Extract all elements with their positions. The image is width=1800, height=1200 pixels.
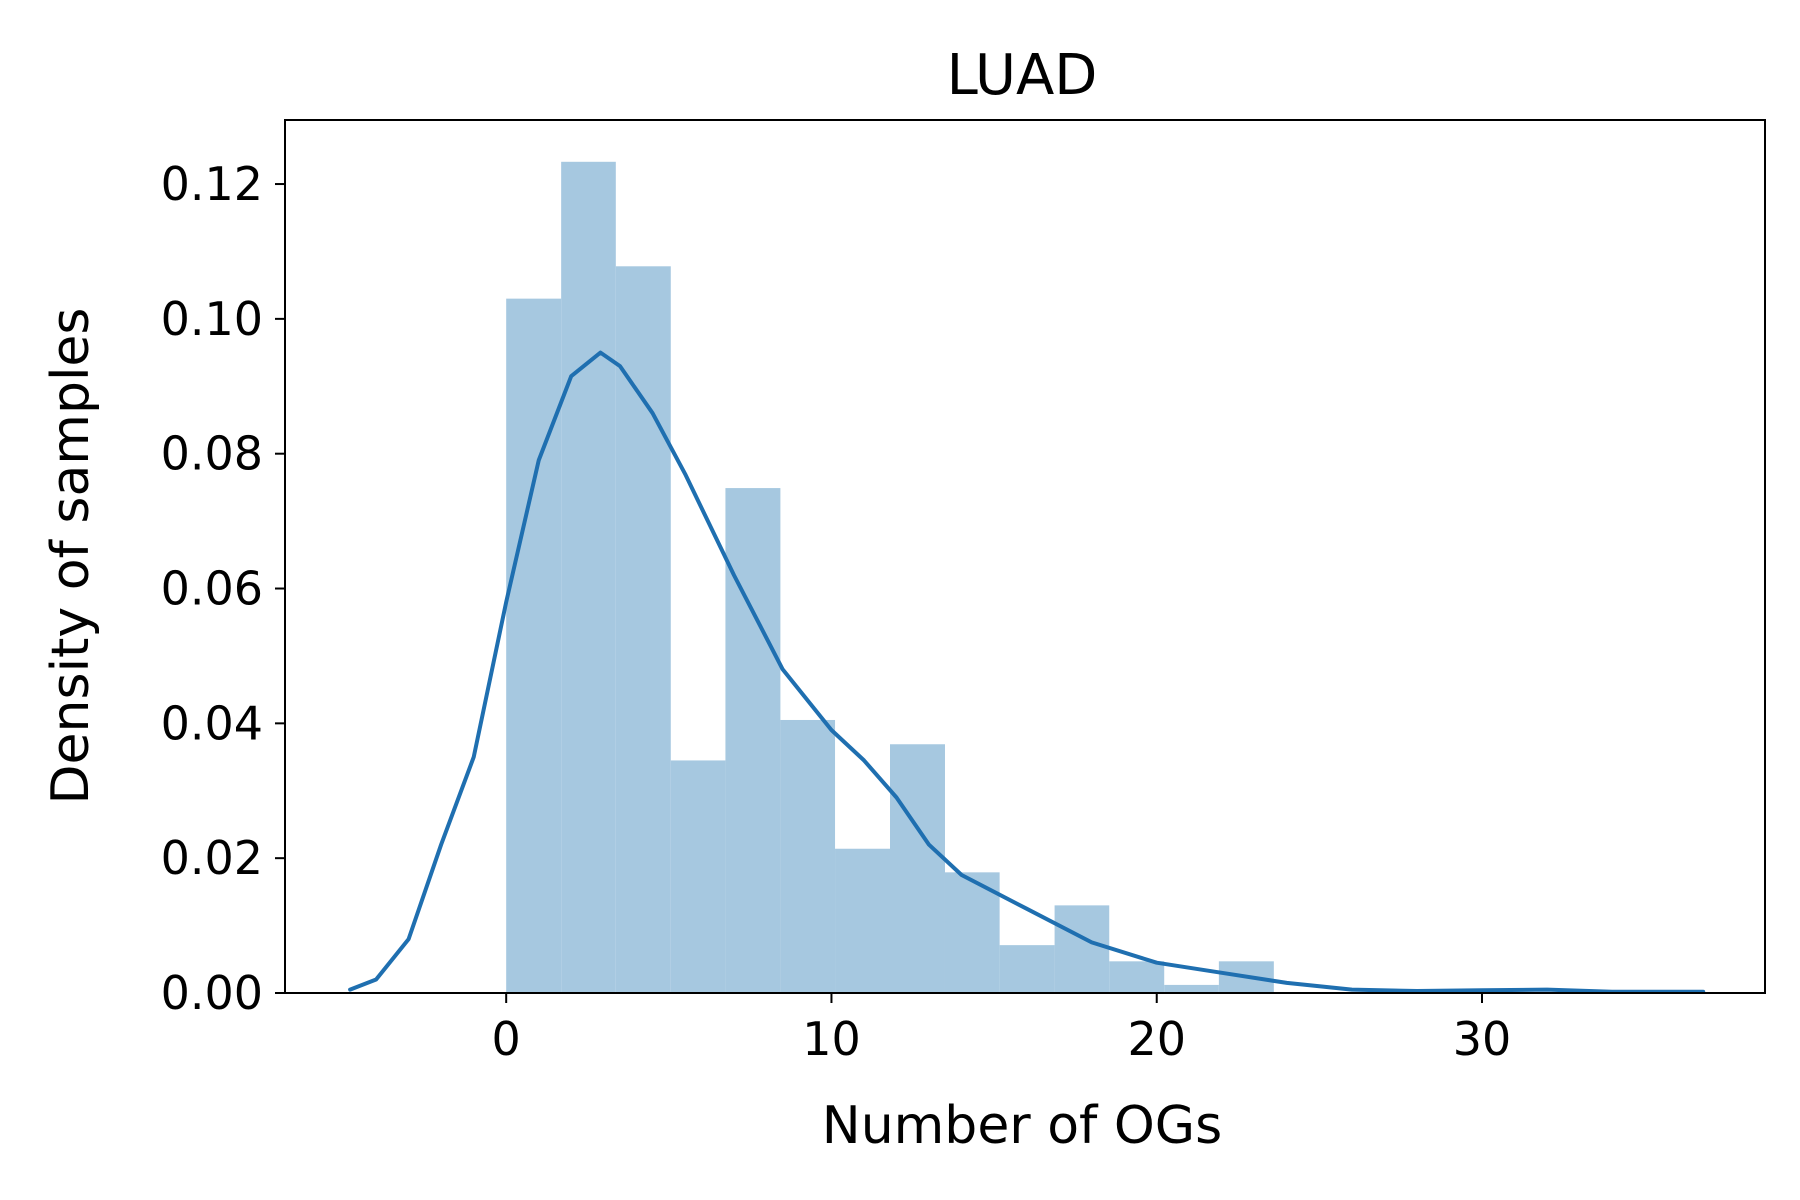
histogram-bar [944, 872, 1000, 993]
histogram-bar [999, 945, 1055, 993]
histogram-bar [561, 161, 616, 993]
y-axis-label: Density of samples [41, 307, 101, 804]
y-tick-label: 0.00 [161, 966, 263, 1020]
y-tick-label: 0.04 [161, 696, 263, 750]
x-axis-ticks: 0 10 20 30 [492, 993, 1512, 1066]
histogram-bar [725, 488, 781, 993]
plot-frame [284, 119, 1766, 994]
kde-curve [348, 350, 1706, 994]
histogram-bar [1054, 905, 1110, 993]
histogram-bar [890, 744, 945, 993]
x-tick-label: 0 [492, 1012, 521, 1066]
histogram-bar [780, 719, 836, 993]
y-tick-label: 0.10 [161, 292, 263, 346]
x-tick-label: 10 [802, 1012, 861, 1066]
x-tick-label: 20 [1127, 1012, 1186, 1066]
y-tick-label: 0.06 [161, 562, 263, 616]
histogram-bar [835, 848, 891, 993]
histogram-bar [1164, 984, 1219, 993]
histogram-bars [506, 161, 1494, 993]
y-tick-label: 0.02 [161, 831, 263, 885]
y-tick-label: 0.12 [161, 157, 263, 211]
chart-title: LUAD [947, 43, 1098, 108]
histogram-bar [615, 266, 671, 993]
histogram-bar [506, 298, 562, 993]
y-axis-ticks: 0.00 0.02 0.04 0.06 0.08 0.10 0.12 [161, 157, 285, 1020]
x-tick-label: 30 [1453, 1012, 1512, 1066]
x-axis-label: Number of OGs [822, 1096, 1222, 1156]
histogram-bar [1109, 961, 1165, 993]
y-tick-label: 0.08 [161, 427, 263, 481]
histogram-bar [670, 760, 726, 993]
